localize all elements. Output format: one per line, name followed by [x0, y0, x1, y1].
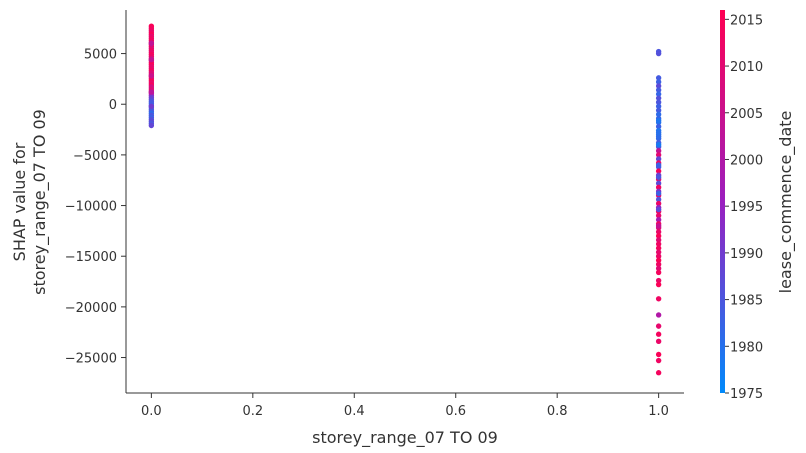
scatter-point — [655, 338, 662, 345]
x-tick-label: 0.2 — [242, 404, 263, 419]
x-tick-label: 0.4 — [344, 404, 365, 419]
scatter-point — [655, 233, 662, 239]
y-axis-ticks: 5000 0 −5000 −10000 −15000 −20000 −25000 — [65, 48, 126, 367]
x-axis-title: storey_range_07 TO 09 — [312, 428, 498, 448]
scatter-point — [148, 56, 155, 63]
scatter-points — [148, 23, 662, 376]
y-tick-label: −20000 — [65, 301, 117, 316]
y-tick-label: −10000 — [65, 200, 117, 215]
scatter-point — [655, 237, 662, 243]
scatter-point — [655, 245, 662, 251]
scatter-point — [655, 261, 662, 268]
colorbar-tick-label: 2000 — [730, 153, 763, 168]
colorbar-tick-label: 1975 — [730, 387, 763, 402]
scatter-point — [655, 50, 662, 57]
scatter-point — [655, 253, 662, 259]
y-axis-title-line1: SHAP value for — [10, 142, 29, 261]
scatter-point — [655, 75, 662, 81]
scatter-point — [655, 196, 662, 203]
scatter-point — [655, 277, 662, 284]
scatter-point — [655, 331, 662, 337]
scatter-point — [655, 111, 662, 118]
colorbar-tick-label: 1990 — [730, 247, 763, 262]
scatter-point — [655, 249, 662, 255]
colorbar — [720, 10, 725, 393]
scatter-point — [655, 190, 662, 197]
scatter-point — [655, 312, 662, 318]
y-tick-label: 5000 — [84, 48, 117, 63]
scatter-point — [148, 89, 155, 95]
scatter-point — [655, 217, 662, 223]
colorbar-ticks: 1975 1980 1985 1990 1995 2000 2005 2010 2015 — [725, 13, 763, 402]
scatter-point — [655, 107, 662, 114]
scatter-point — [655, 257, 662, 263]
colorbar-label: lease_commence_date — [776, 111, 796, 294]
y-tick-label: −15000 — [65, 250, 117, 265]
scatter-point — [655, 83, 662, 89]
scatter-point — [655, 152, 662, 158]
scatter-point — [655, 174, 662, 180]
scatter-point — [655, 129, 662, 136]
scatter-point — [148, 40, 155, 47]
scatter-point — [148, 122, 155, 129]
scatter-point — [655, 133, 662, 140]
x-tick-label: 1.0 — [648, 404, 669, 419]
colorbar-tick-label: 2015 — [730, 13, 763, 28]
y-tick-label: 0 — [109, 98, 117, 113]
scatter-point — [655, 162, 662, 168]
scatter-point — [655, 79, 662, 85]
scatter-point — [655, 323, 662, 329]
x-axis-ticks: 0.0 0.2 0.4 0.6 0.8 1.0 — [141, 393, 669, 419]
x-tick-label: 0.8 — [547, 404, 568, 419]
colorbar-tick-label: 2010 — [730, 60, 763, 75]
colorbar-tick-label: 1995 — [730, 200, 763, 215]
y-tick-label: −25000 — [65, 352, 117, 367]
scatter-point — [655, 123, 662, 130]
scatter-point — [655, 142, 662, 148]
scatter-point — [655, 265, 662, 272]
scatter-point — [655, 229, 662, 235]
y-tick-label: −5000 — [73, 149, 117, 164]
scatter-point — [655, 206, 662, 213]
scatter-point — [655, 95, 662, 101]
scatter-point — [655, 212, 662, 219]
scatter-point — [655, 168, 662, 174]
scatter-point — [655, 269, 662, 276]
scatter-point — [148, 103, 155, 109]
scatter-point — [655, 351, 662, 358]
scatter-point — [655, 370, 662, 376]
scatter-point — [655, 357, 662, 364]
x-tick-label: 0.0 — [141, 404, 162, 419]
scatter-point — [655, 87, 662, 93]
scatter-point — [655, 117, 662, 124]
scatter-point — [655, 99, 662, 105]
colorbar-tick-label: 1980 — [730, 340, 763, 355]
scatter-point — [655, 241, 662, 247]
scatter-point — [655, 103, 662, 109]
scatter-point — [655, 223, 662, 229]
scatter-point — [148, 73, 155, 79]
scatter-point — [655, 91, 662, 97]
y-axis-title-line2: storey_range_07 TO 09 — [30, 109, 50, 295]
scatter-point — [655, 148, 662, 154]
scatter-point — [655, 200, 662, 207]
scatter-point — [655, 184, 662, 191]
scatter-point — [655, 281, 662, 288]
scatter-point — [655, 180, 662, 186]
scatter-point — [655, 296, 662, 302]
colorbar-tick-label: 2005 — [730, 107, 763, 122]
colorbar-tick-label: 1985 — [730, 294, 763, 309]
x-tick-label: 0.6 — [445, 404, 466, 419]
scatter-point — [655, 156, 662, 162]
